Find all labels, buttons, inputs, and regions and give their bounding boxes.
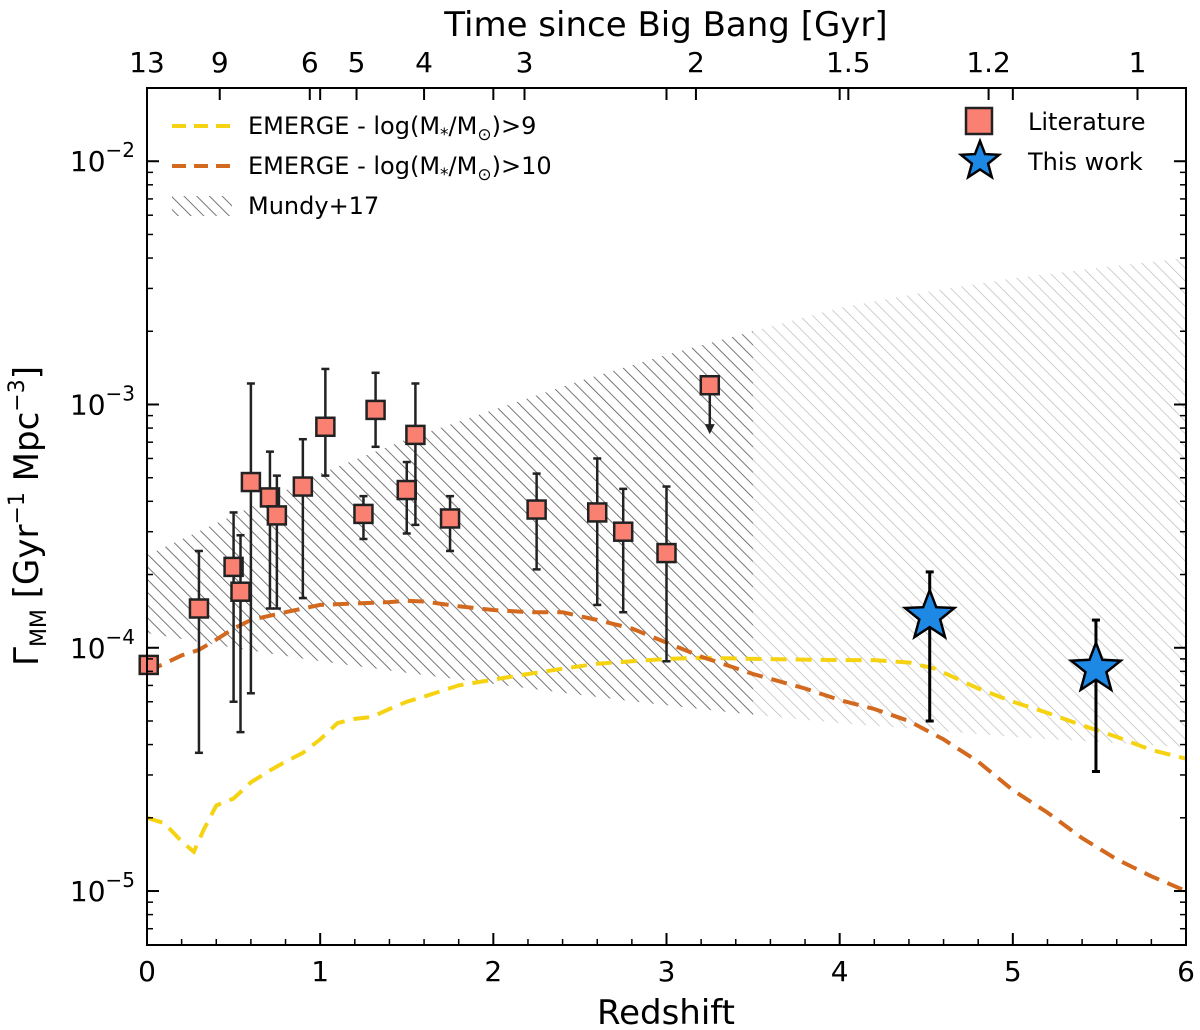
y-tick-exp: −3 <box>106 381 135 405</box>
legend-emerge9-sub2: ⊙ <box>477 125 491 145</box>
x-tick-label: 5 <box>1004 955 1022 988</box>
literature-point <box>315 416 336 438</box>
top-tick-label: 1.2 <box>966 46 1011 79</box>
legend-emerge9-label: EMERGE - log(M*/M⊙)>9 <box>248 112 536 145</box>
legend-emerge9-post: )>9 <box>492 112 537 140</box>
legend-emerge10-pre: EMERGE - log(M <box>248 152 440 180</box>
literature-point <box>586 502 608 523</box>
y-tick-label: 10−2 <box>70 138 135 178</box>
literature-point <box>699 374 721 396</box>
legend-emerge9-sub1: * <box>440 125 449 145</box>
legend-thiswork-label: This work <box>1027 148 1143 176</box>
x-tick-label: 4 <box>831 955 849 988</box>
thiswork-point <box>901 586 958 640</box>
legend-left: EMERGE - log(M*/M⊙)>9 EMERGE - log(M*/M⊙… <box>172 112 552 220</box>
y-title-main: Γ <box>7 647 47 666</box>
y-tick-base: 10 <box>70 388 106 421</box>
axes: 0 1 2 3 4 5 613 9 6 5 4 3 2 1.5 1.2 110−510−410−310−2 <box>70 46 1195 988</box>
top-tick-label: 5 <box>348 46 366 79</box>
y-title-end: ] <box>7 366 47 379</box>
legend-right: Literature This work <box>957 106 1146 181</box>
legend-emerge10-sub2: ⊙ <box>477 165 491 185</box>
x-tick-label: 2 <box>484 955 502 988</box>
legend-emerge10-mid: /M <box>449 152 478 180</box>
x-tick-label: 6 <box>1177 955 1195 988</box>
literature-point <box>223 556 244 578</box>
x-tick-label: 3 <box>658 955 676 988</box>
top-tick-label: 3 <box>516 46 534 79</box>
legend-thiswork-swatch <box>957 137 1003 181</box>
top-tick-label: 1.5 <box>826 46 871 79</box>
legend-emerge9-mid: /M <box>449 112 478 140</box>
y-tick-exp: −2 <box>106 138 135 162</box>
top-tick-label: 4 <box>415 46 433 79</box>
y-tick-label: 10−3 <box>70 381 135 421</box>
top-tick-label: 13 <box>129 46 165 79</box>
thiswork-point <box>1067 639 1125 693</box>
legend-emerge10-sub1: * <box>440 165 449 185</box>
emerge10-curve <box>147 598 1186 893</box>
literature-upper-limit-arrow <box>704 424 715 435</box>
y-axis-title: ΓMM [Gyr−1 Mpc−3] <box>5 366 52 666</box>
literature-point <box>188 598 210 619</box>
y-tick-base: 10 <box>70 632 106 665</box>
literature-point <box>230 581 251 602</box>
legend-emerge10-label: EMERGE - log(M*/M⊙)>10 <box>248 152 552 185</box>
emerge9-curve <box>147 655 1186 856</box>
top-axis-title: Time since Big Bang [Gyr] <box>443 5 887 45</box>
top-tick-label: 6 <box>301 46 319 79</box>
y-title-exp1: −1 <box>5 492 30 524</box>
literature-point <box>353 503 374 525</box>
literature-point <box>439 508 461 529</box>
legend-emerge10-post: )>10 <box>492 152 552 180</box>
literature-point <box>396 479 417 501</box>
y-title-exp2: −3 <box>5 379 30 411</box>
mundy-band-light <box>753 258 1186 748</box>
literature-point <box>656 542 677 564</box>
top-tick-label: 1 <box>1129 46 1147 79</box>
x-tick-label: 0 <box>138 955 156 988</box>
literature-point <box>292 476 314 497</box>
literature-point <box>266 505 288 526</box>
y-tick-base: 10 <box>70 145 106 178</box>
literature-point <box>240 471 262 493</box>
emerge-curves <box>147 598 1186 893</box>
legend-mundy-label: Mundy+17 <box>248 192 379 220</box>
legend-emerge9-pre: EMERGE - log(M <box>248 112 440 140</box>
data-points <box>138 367 1125 773</box>
y-title-rest: [Gyr <box>7 525 47 610</box>
y-tick-label: 10−4 <box>70 625 135 665</box>
legend-mundy-swatch <box>172 196 232 216</box>
y-tick-exp: −5 <box>106 868 135 892</box>
literature-point <box>526 499 547 520</box>
legend-literature-swatch <box>964 106 994 136</box>
x-tick-label: 1 <box>311 955 329 988</box>
literature-point <box>365 399 386 421</box>
legend-literature-label: Literature <box>1028 108 1146 136</box>
literature-point <box>138 654 159 676</box>
literature-point <box>405 424 426 446</box>
top-tick-label: 9 <box>211 46 229 79</box>
top-tick-label: 2 <box>687 46 705 79</box>
y-title-mid: Mpc <box>7 412 47 492</box>
y-tick-base: 10 <box>70 875 106 908</box>
y-title-sub: MM <box>27 609 52 647</box>
y-tick-exp: −4 <box>106 625 135 649</box>
x-axis-title: Redshift <box>597 993 735 1030</box>
literature-point <box>612 521 634 542</box>
y-tick-label: 10−5 <box>70 868 135 908</box>
